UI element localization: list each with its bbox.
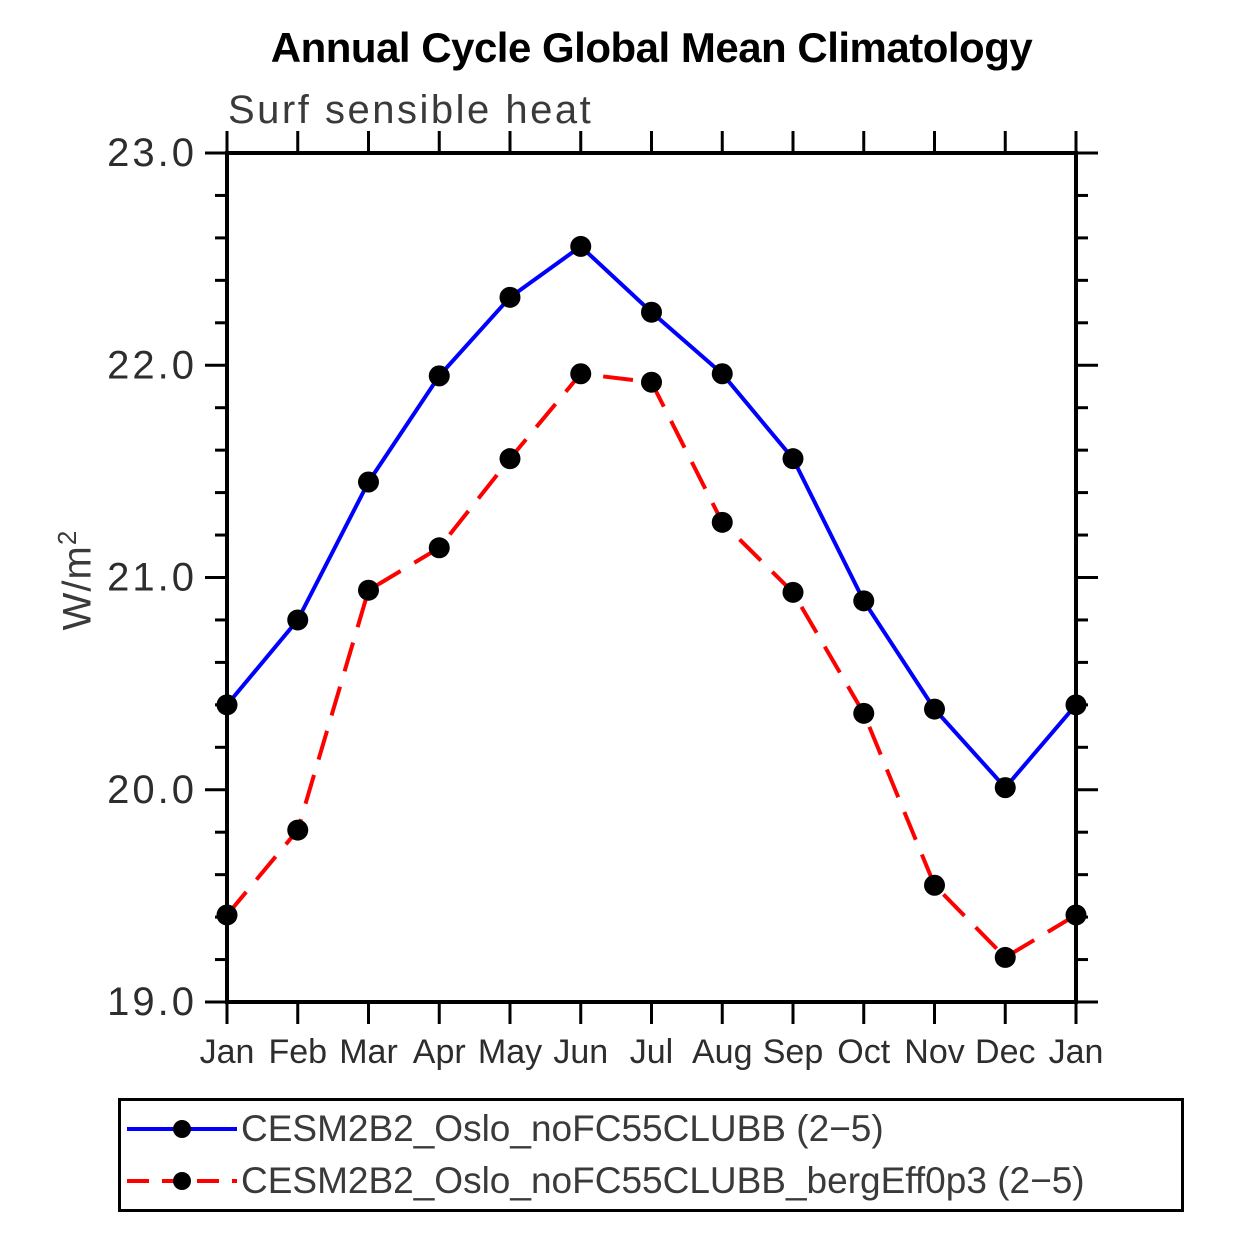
data-point-marker <box>782 448 804 470</box>
data-point-marker <box>924 874 945 896</box>
series-line-0 <box>225 243 1078 791</box>
data-point-marker <box>287 609 309 631</box>
data-point-marker <box>428 365 450 387</box>
y-tick-label: 23.0 <box>107 131 197 175</box>
legend-box: CESM2B2_Oslo_noFC55CLUBB (2−5) CESM2B2_O… <box>118 1098 1184 1212</box>
x-tick-label: Sep <box>763 1033 824 1071</box>
y-tick-label: 19.0 <box>107 980 197 1024</box>
y-tick-label: 22.0 <box>107 343 197 387</box>
data-point-marker <box>358 471 379 493</box>
data-point-marker <box>641 371 662 393</box>
data-point-marker <box>570 235 592 257</box>
data-point-marker <box>499 286 521 308</box>
data-point-marker <box>1065 694 1087 716</box>
legend-marker-dot-icon <box>173 1172 191 1190</box>
data-point-marker <box>924 698 945 720</box>
chart-title: Annual Cycle Global Mean Climatology <box>270 24 1033 71</box>
data-point-marker <box>216 904 238 926</box>
data-point-marker <box>428 537 450 559</box>
plot-box <box>225 151 1078 1004</box>
legend-marker-dot-icon <box>173 1120 191 1138</box>
data-point-marker <box>1065 904 1087 926</box>
x-tick-label: Feb <box>268 1033 327 1071</box>
data-point-marker <box>994 777 1016 799</box>
x-tick-label: Mar <box>339 1033 398 1071</box>
x-tick-label: Aug <box>692 1033 753 1071</box>
data-point-marker <box>782 581 804 603</box>
legend-entry-0: CESM2B2_Oslo_noFC55CLUBB (2−5) <box>125 1108 884 1149</box>
x-tick-label: Apr <box>413 1033 466 1071</box>
data-point-marker <box>853 590 875 612</box>
data-point-marker <box>853 702 875 724</box>
x-tick-label: Jul <box>630 1033 673 1071</box>
data-point-marker <box>711 511 733 533</box>
data-point-marker <box>994 946 1016 968</box>
x-tick-label: Jan <box>1049 1033 1104 1071</box>
legend-label: CESM2B2_Oslo_noFC55CLUBB (2−5) <box>241 1108 884 1149</box>
x-tick-label: May <box>478 1033 542 1071</box>
legend-entry-1: CESM2B2_Oslo_noFC55CLUBB_bergEff0p3 (2−5… <box>125 1160 1085 1201</box>
y-tick-label: 20.0 <box>107 768 197 812</box>
x-tick-label: Dec <box>975 1033 1035 1071</box>
chart-subtitle: Surf sensible heat <box>228 88 594 132</box>
data-point-marker <box>287 819 309 841</box>
data-point-marker <box>711 363 733 385</box>
data-point-marker <box>641 301 662 323</box>
data-point-marker <box>499 448 521 470</box>
y-tick-label: 21.0 <box>107 556 197 600</box>
data-point-marker <box>570 363 592 385</box>
series-line-1 <box>225 371 1078 960</box>
x-tick-label: Oct <box>837 1033 890 1071</box>
legend-line-sample-dashed <box>127 1172 237 1190</box>
x-tick-label: Jun <box>553 1033 608 1071</box>
data-point-marker <box>358 579 379 601</box>
legend-label: CESM2B2_Oslo_noFC55CLUBB_bergEff0p3 (2−5… <box>241 1160 1085 1201</box>
x-tick-label: Jan <box>200 1033 255 1071</box>
legend-line-sample-solid <box>127 1120 237 1138</box>
data-point-marker <box>216 694 238 716</box>
x-tick-label: Nov <box>904 1033 964 1071</box>
